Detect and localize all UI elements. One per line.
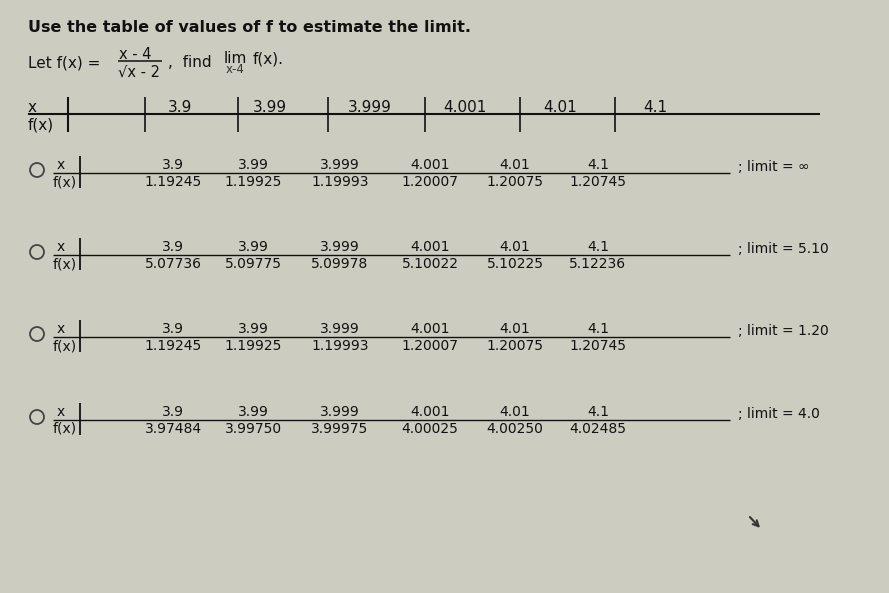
Text: 3.9: 3.9 (162, 158, 184, 172)
Text: 3.999: 3.999 (320, 322, 360, 336)
Text: √x - 2: √x - 2 (118, 64, 160, 79)
Text: 4.01: 4.01 (500, 158, 531, 172)
Text: 3.99: 3.99 (237, 240, 268, 254)
Text: 3.99750: 3.99750 (224, 422, 282, 436)
Text: 1.20007: 1.20007 (402, 339, 459, 353)
Text: x-4: x-4 (226, 63, 244, 76)
Text: 4.001: 4.001 (410, 322, 450, 336)
Text: Let f(x) =: Let f(x) = (28, 55, 105, 70)
Text: 4.1: 4.1 (643, 100, 667, 115)
Text: 1.20075: 1.20075 (486, 339, 543, 353)
Text: 3.9: 3.9 (162, 405, 184, 419)
Text: 1.19925: 1.19925 (224, 175, 282, 189)
Text: 4.00025: 4.00025 (402, 422, 459, 436)
Text: ; limit = 1.20: ; limit = 1.20 (738, 324, 829, 338)
Text: f(x): f(x) (53, 175, 77, 189)
Text: lim: lim (224, 51, 247, 66)
Text: 3.999: 3.999 (320, 158, 360, 172)
Text: 4.02485: 4.02485 (570, 422, 627, 436)
Text: ; limit = 4.0: ; limit = 4.0 (738, 407, 820, 421)
Text: x: x (57, 322, 65, 336)
Text: 4.1: 4.1 (587, 405, 609, 419)
Text: 1.20745: 1.20745 (570, 339, 627, 353)
Text: 1.20745: 1.20745 (570, 175, 627, 189)
Text: 4.01: 4.01 (543, 100, 577, 115)
Text: 4.001: 4.001 (410, 405, 450, 419)
Text: 4.01: 4.01 (500, 405, 531, 419)
Text: x: x (57, 405, 65, 419)
Text: x: x (57, 158, 65, 172)
Text: 3.999: 3.999 (320, 240, 360, 254)
Text: 1.20007: 1.20007 (402, 175, 459, 189)
Text: f(x).: f(x). (253, 51, 284, 66)
Text: Use the table of values of f to estimate the limit.: Use the table of values of f to estimate… (28, 20, 471, 35)
Text: 3.99: 3.99 (237, 322, 268, 336)
Text: 3.99975: 3.99975 (311, 422, 369, 436)
Text: 3.9: 3.9 (162, 322, 184, 336)
Text: 5.09978: 5.09978 (311, 257, 369, 271)
Text: 4.001: 4.001 (444, 100, 486, 115)
Text: 5.07736: 5.07736 (145, 257, 202, 271)
Text: 3.99: 3.99 (237, 158, 268, 172)
Text: 1.19993: 1.19993 (311, 175, 369, 189)
Text: f(x): f(x) (53, 422, 77, 436)
Text: ,  find: , find (168, 55, 212, 70)
Text: 5.10022: 5.10022 (402, 257, 459, 271)
Text: x: x (28, 100, 37, 115)
Text: 4.00250: 4.00250 (486, 422, 543, 436)
Text: 4.01: 4.01 (500, 240, 531, 254)
Text: 4.1: 4.1 (587, 322, 609, 336)
Text: x - 4: x - 4 (119, 47, 151, 62)
Text: 3.99: 3.99 (237, 405, 268, 419)
Text: 4.01: 4.01 (500, 322, 531, 336)
Text: f(x): f(x) (53, 339, 77, 353)
Text: ; limit = ∞: ; limit = ∞ (738, 160, 810, 174)
Text: 4.1: 4.1 (587, 158, 609, 172)
Text: f(x): f(x) (53, 257, 77, 271)
Text: x: x (57, 240, 65, 254)
Text: 5.09775: 5.09775 (225, 257, 282, 271)
Text: 4.001: 4.001 (410, 158, 450, 172)
Text: ; limit = 5.10: ; limit = 5.10 (738, 242, 829, 256)
Text: 1.19245: 1.19245 (144, 339, 202, 353)
Text: 1.20075: 1.20075 (486, 175, 543, 189)
Text: 1.19993: 1.19993 (311, 339, 369, 353)
Text: 1.19245: 1.19245 (144, 175, 202, 189)
Text: 3.9: 3.9 (168, 100, 192, 115)
Text: 3.99: 3.99 (253, 100, 287, 115)
Text: 5.10225: 5.10225 (486, 257, 543, 271)
Text: 4.1: 4.1 (587, 240, 609, 254)
Text: 3.97484: 3.97484 (144, 422, 202, 436)
Text: 1.19925: 1.19925 (224, 339, 282, 353)
Text: 5.12236: 5.12236 (570, 257, 627, 271)
Text: 4.001: 4.001 (410, 240, 450, 254)
Text: 3.9: 3.9 (162, 240, 184, 254)
Text: f(x): f(x) (28, 118, 54, 133)
Text: 3.999: 3.999 (348, 100, 392, 115)
Text: 3.999: 3.999 (320, 405, 360, 419)
